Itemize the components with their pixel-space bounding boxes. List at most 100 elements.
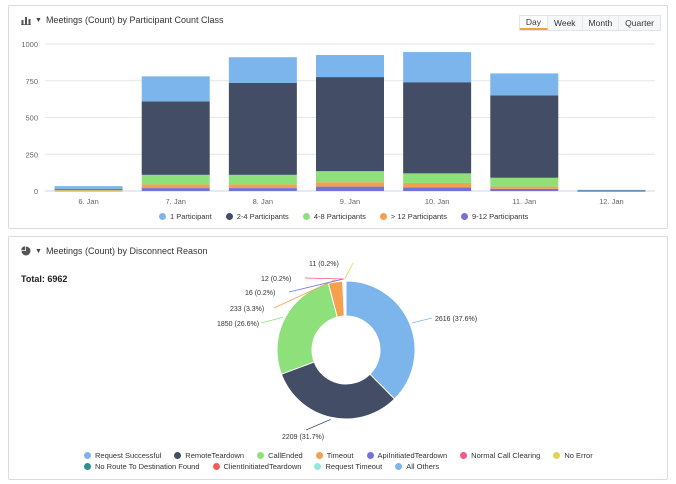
bar-segment[interactable]: [316, 182, 384, 187]
legend-row: Request Successful RemoteTeardown CallEnde…: [84, 451, 593, 460]
bar-segment[interactable]: [228, 184, 297, 189]
bar-segment[interactable]: [577, 190, 646, 192]
connector-line: [304, 277, 344, 280]
bar-segment[interactable]: [403, 173, 472, 183]
slice-label: 1850 (26.6%): [217, 321, 259, 328]
chart-type-dropdown-icon[interactable]: ▼: [35, 247, 42, 255]
tab-day[interactable]: Day: [519, 16, 548, 30]
connector-line: [305, 418, 331, 431]
bar-segment[interactable]: [54, 188, 123, 190]
legend-marker: [461, 213, 468, 220]
pie-slice[interactable]: [280, 361, 396, 420]
donut-chart: 2616 (37.6%) 2209 (31.7%) 1850 (26.6%) 233 …: [217, 261, 477, 441]
pie-slice[interactable]: [345, 280, 416, 400]
bar-segment[interactable]: [228, 174, 297, 185]
y-tick-label: 250: [25, 150, 38, 159]
pie-chart-icon[interactable]: [21, 246, 31, 256]
legend-label: No Error: [564, 451, 593, 460]
bar-segment[interactable]: [490, 73, 559, 96]
slice-label: 2616 (37.6%): [435, 316, 477, 323]
x-tick-label: 12. Jan: [599, 197, 624, 206]
bar-segment[interactable]: [490, 188, 559, 191]
y-tick-label: 0: [34, 187, 38, 196]
bar-segment[interactable]: [403, 187, 472, 191]
pie-panel-header: ▼ Meetings (Count) by Disconnect Reason: [21, 246, 208, 256]
bar-segment[interactable]: [490, 186, 559, 189]
bar-segment[interactable]: [54, 189, 123, 191]
legend-item[interactable]: ClientInitiatedTeardown: [212, 462, 301, 471]
y-tick-label: 750: [25, 77, 38, 86]
bar-segment[interactable]: [490, 95, 559, 178]
slice-label: 233 (3.3%): [230, 306, 264, 313]
legend-marker: [84, 452, 91, 459]
bar-segment[interactable]: [403, 182, 472, 188]
legend-label: Timeout: [326, 451, 354, 460]
total-count: Total: 6962: [21, 274, 68, 284]
bar-segment[interactable]: [403, 82, 472, 174]
period-tabs: Day Week Month Quarter: [518, 15, 661, 31]
bar-segment[interactable]: [577, 189, 646, 191]
legend-item[interactable]: 2-4 Participants: [225, 212, 289, 221]
bar-segment[interactable]: [403, 52, 472, 83]
slice-label: 16 (0.2%): [245, 290, 275, 297]
legend-marker: [257, 452, 265, 459]
legend-item[interactable]: Timeout: [315, 451, 354, 460]
legend-item[interactable]: ApiInitiatedTeardown: [366, 451, 447, 460]
x-tick-label: 6. Jan: [78, 197, 98, 206]
legend-item[interactable]: 1 Participant: [159, 212, 212, 221]
legend-label: Request Timeout: [325, 462, 383, 471]
chart-type-dropdown-icon[interactable]: ▼: [35, 16, 42, 24]
bar-segment[interactable]: [141, 101, 210, 175]
legend-marker: [553, 452, 561, 459]
legend-item[interactable]: 9-12 Participants: [461, 212, 528, 221]
legend-marker: [212, 463, 220, 470]
pie-slice[interactable]: [276, 282, 338, 375]
bar-segment[interactable]: [316, 77, 384, 172]
bar-segment[interactable]: [316, 186, 384, 191]
bar-segment[interactable]: [228, 188, 297, 191]
slice-label: 2209 (31.7%): [282, 434, 324, 441]
legend-item[interactable]: 4-8 Participants: [302, 212, 366, 221]
tab-month[interactable]: Month: [583, 16, 620, 30]
tab-quarter[interactable]: Quarter: [625, 18, 654, 28]
bar-segment[interactable]: [316, 171, 384, 183]
bar-chart-icon[interactable]: [21, 15, 31, 25]
legend-item[interactable]: No Error: [553, 451, 593, 460]
bar-segment[interactable]: [316, 55, 384, 78]
legend-item[interactable]: > 12 Participants: [379, 212, 447, 221]
legend-item[interactable]: All Others: [395, 462, 439, 471]
bar-legend: 1 Participant 2-4 Participants 4-8 Partici…: [159, 212, 528, 221]
bar-segment[interactable]: [141, 184, 210, 189]
legend-marker: [174, 452, 182, 459]
bar-segment[interactable]: [54, 186, 123, 189]
legend-label: > 12 Participants: [390, 212, 447, 221]
bar-segment[interactable]: [141, 76, 210, 102]
bar-segment[interactable]: [490, 177, 559, 187]
legend-item[interactable]: Normal Call Clearing: [460, 451, 540, 460]
bar-segment[interactable]: [228, 57, 297, 83]
legend-item[interactable]: Request Successful: [84, 451, 161, 460]
connector-line: [344, 262, 354, 280]
connector-line: [273, 279, 336, 309]
bar-segment[interactable]: [54, 190, 123, 192]
legend-marker: [395, 463, 403, 470]
legend-marker: [366, 452, 374, 459]
legend-item[interactable]: Request Timeout: [314, 462, 382, 471]
tab-week[interactable]: Week: [548, 16, 583, 30]
legend-label: All Others: [406, 462, 440, 471]
legend-marker: [314, 463, 322, 470]
legend-marker: [84, 463, 91, 470]
bar-segment[interactable]: [141, 188, 210, 191]
bar-chart-title: Meetings (Count) by Participant Count Cl…: [45, 15, 224, 25]
bar-segment[interactable]: [141, 174, 210, 185]
disconnect-reason-panel: ▼ Meetings (Count) by Disconnect Reason …: [8, 236, 668, 480]
bar-segment[interactable]: [228, 82, 297, 175]
legend-row: No Route To Destination Found ClientIniti…: [84, 462, 593, 471]
slice-label: 12 (0.2%): [261, 276, 291, 283]
connector-line: [260, 317, 284, 324]
legend-item[interactable]: CallEnded: [257, 451, 303, 460]
legend-item[interactable]: No Route To Destination Found: [84, 462, 200, 471]
legend-item[interactable]: RemoteTeardown: [174, 451, 244, 460]
legend-marker: [315, 452, 323, 459]
legend-label: 1 Participant: [170, 212, 212, 221]
